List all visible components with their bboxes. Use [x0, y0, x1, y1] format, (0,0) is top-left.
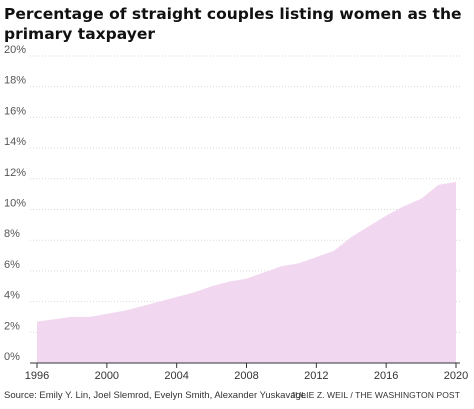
axes: 0% 2% 4% 6% 8% 10% 12% 14% 16% 18% 20% 1996 2000 2004… [4, 44, 468, 382]
x-tick-label: 2012 [304, 370, 328, 382]
source-note: Source: Emily Y. Lin, Joel Slemrod, Evel… [4, 390, 307, 401]
x-tick-label: 2016 [374, 370, 398, 382]
area-series [37, 181, 456, 363]
y-tick-label: 20% [4, 44, 26, 56]
y-tick-label: 8% [4, 228, 20, 240]
y-tick-label: 14% [4, 136, 26, 148]
y-tick-label: 2% [4, 320, 20, 332]
x-tick-label: 1996 [25, 370, 49, 382]
y-tick-label: 4% [4, 290, 20, 302]
credit-line: JULIE Z. WEIL / THE WASHINGTON POST [290, 390, 460, 400]
area-fill [37, 181, 456, 363]
y-tick-label: 0% [4, 351, 20, 363]
y-tick-label: 10% [4, 198, 26, 210]
chart-title: Percentage of straight couples listing w… [4, 5, 462, 43]
y-tick-label: 16% [4, 105, 26, 117]
x-tick-label: 2004 [164, 370, 188, 382]
x-tick-label: 2000 [95, 370, 119, 382]
x-tick-label: 2008 [234, 370, 258, 382]
x-tick-label: 2020 [444, 370, 468, 382]
y-tick-label: 18% [4, 75, 26, 87]
y-tick-label: 12% [4, 167, 26, 179]
y-tick-label: 6% [4, 259, 20, 271]
